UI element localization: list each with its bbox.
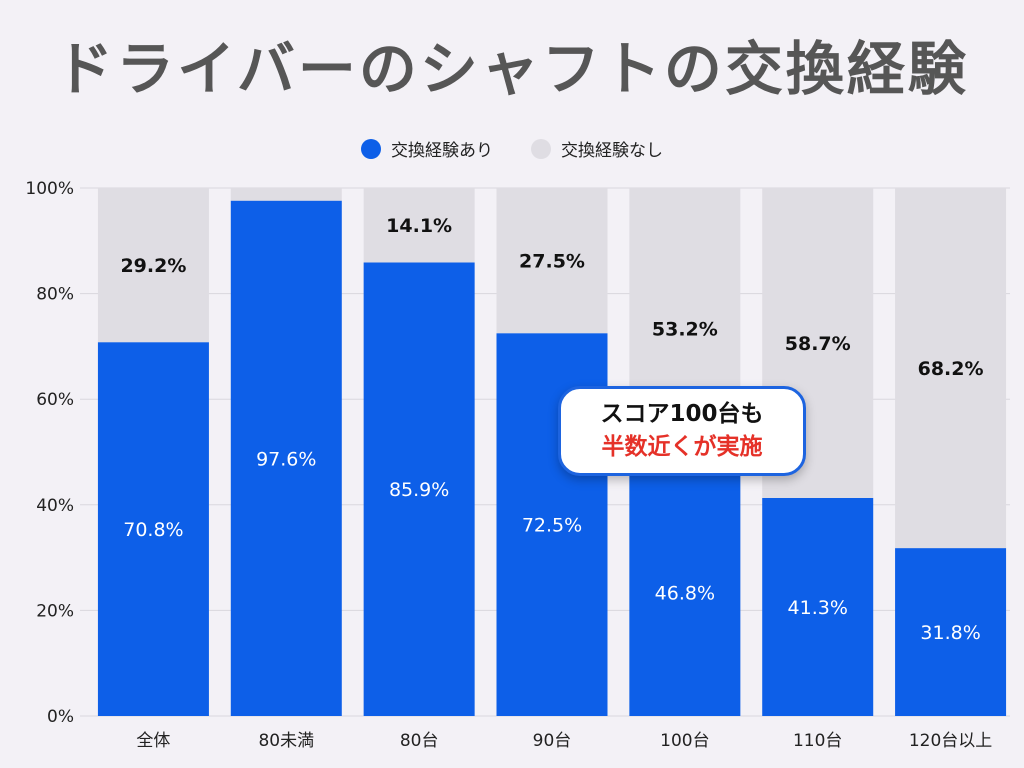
data-label-not-experienced: 29.2% (120, 255, 186, 277)
legend-label-experienced: 交換経験あり (391, 141, 493, 161)
bar-experienced (230, 200, 342, 716)
data-label-not-experienced: 14.1% (386, 215, 452, 237)
data-label-experienced: 72.5% (522, 515, 582, 537)
data-label-not-experienced: 58.7% (785, 333, 851, 355)
annotation-line-2: 半数近くが実施 (601, 434, 763, 460)
data-label-not-experienced: 68.2% (918, 358, 984, 380)
bar-not-experienced (97, 188, 209, 343)
bar-not-experienced (895, 188, 1007, 549)
data-label-not-experienced: 53.2% (652, 318, 718, 340)
annotation-callout: スコア100台も 半数近くが実施 (558, 386, 806, 476)
data-label-experienced: 41.3% (788, 597, 848, 619)
legend: 交換経験あり 交換経験なし (0, 136, 1024, 161)
data-label-experienced: 97.6% (256, 448, 316, 470)
x-category-label: 100台 (660, 731, 709, 751)
x-category-label: 110台 (793, 731, 842, 751)
data-label-experienced: 46.8% (655, 582, 715, 604)
data-label-experienced: 31.8% (920, 622, 980, 644)
legend-item-experienced: 交換経験あり (361, 136, 493, 161)
bar-experienced (363, 262, 475, 716)
chart-title: ドライバーのシャフトの交換経験 (55, 35, 969, 103)
x-category-label: 全体 (136, 731, 170, 751)
bar-experienced (97, 342, 209, 716)
data-label-experienced: 85.9% (389, 479, 449, 501)
y-tick-label: 100% (25, 179, 74, 199)
data-label-not-experienced: 27.5% (519, 251, 585, 273)
legend-item-not-experienced: 交換経験なし (531, 136, 663, 161)
bar-experienced (762, 497, 874, 716)
legend-label-not-experienced: 交換経験なし (561, 141, 663, 161)
x-category-label: 120台以上 (909, 731, 992, 751)
y-tick-label: 20% (36, 601, 74, 621)
y-tick-label: 0% (47, 707, 74, 727)
x-category-label: 80台 (400, 731, 439, 751)
bar-experienced (629, 468, 741, 716)
bar-experienced (895, 548, 1007, 716)
x-category-label: 80未満 (258, 731, 314, 751)
y-tick-label: 40% (36, 496, 74, 516)
bar-not-experienced (230, 188, 342, 201)
legend-swatch-experienced (361, 138, 381, 159)
bar-not-experienced (363, 188, 475, 263)
bar-not-experienced (496, 188, 608, 334)
y-tick-label: 80% (36, 285, 74, 305)
y-tick-label: 60% (36, 390, 74, 410)
legend-swatch-not-experienced (531, 138, 551, 159)
annotation-line-1: スコア100台も (600, 400, 764, 427)
x-category-label: 90台 (533, 731, 572, 751)
data-label-experienced: 70.8% (123, 519, 183, 541)
